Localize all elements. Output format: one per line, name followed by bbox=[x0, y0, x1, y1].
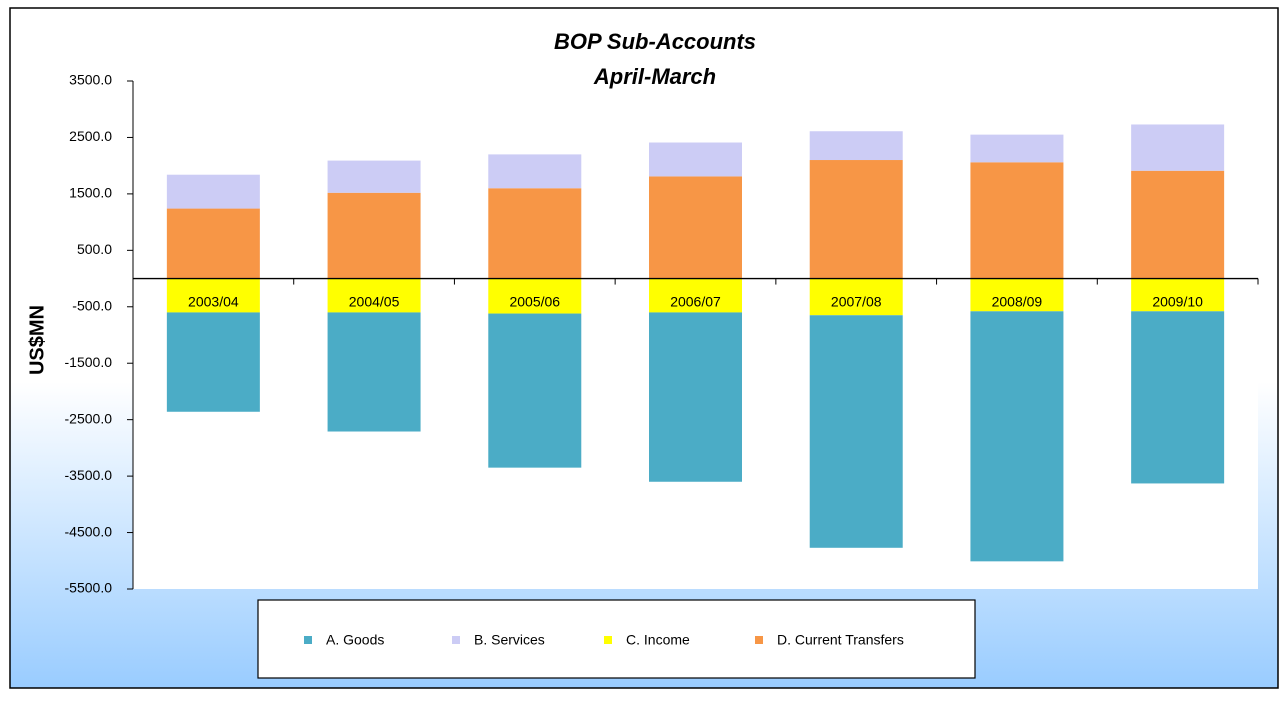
bar-segment bbox=[166, 278, 260, 313]
bar-segment bbox=[488, 154, 582, 189]
bar-segment bbox=[1131, 124, 1225, 171]
legend-label: A. Goods bbox=[326, 632, 384, 648]
x-tick-label: 2008/09 bbox=[992, 293, 1043, 309]
bar-segment bbox=[327, 312, 421, 432]
legend-swatch bbox=[755, 636, 763, 644]
bar-segment bbox=[1131, 311, 1225, 484]
bar-segment bbox=[488, 188, 582, 279]
legend-swatch bbox=[604, 636, 612, 644]
bar-segment bbox=[970, 311, 1064, 562]
x-tick-label: 2007/08 bbox=[831, 293, 882, 309]
y-tick-label: -3500.0 bbox=[65, 467, 113, 483]
x-tick-label: 2009/10 bbox=[1152, 293, 1203, 309]
bar-segment bbox=[649, 312, 742, 482]
bar-segment bbox=[1131, 278, 1225, 312]
legend-swatch bbox=[452, 636, 460, 644]
legend-label: B. Services bbox=[474, 632, 545, 648]
x-tick-label: 2003/04 bbox=[188, 293, 239, 309]
chart-subtitle: April-March bbox=[593, 64, 716, 89]
y-tick-label: -5500.0 bbox=[65, 580, 113, 596]
bar-segment bbox=[970, 162, 1064, 279]
x-tick-label: 2004/05 bbox=[349, 293, 400, 309]
legend bbox=[257, 599, 976, 679]
bar-segment bbox=[327, 160, 421, 193]
bar-segment bbox=[970, 278, 1064, 312]
x-tick-label: 2006/07 bbox=[670, 293, 721, 309]
bar-segment bbox=[649, 142, 742, 177]
legend-label: D. Current Transfers bbox=[777, 632, 904, 648]
y-tick-label: -1500.0 bbox=[65, 354, 113, 370]
bar-segment bbox=[1131, 170, 1225, 279]
bar-segment bbox=[649, 278, 742, 313]
bar-segment bbox=[809, 160, 903, 279]
y-tick-label: 1500.0 bbox=[69, 185, 112, 201]
y-tick-label: -2500.0 bbox=[65, 410, 113, 426]
y-tick-label: 3500.0 bbox=[69, 72, 112, 88]
bar-segment bbox=[809, 315, 903, 548]
bar-segment bbox=[649, 176, 742, 279]
x-tick-label: 2005/06 bbox=[509, 293, 560, 309]
bar-segment bbox=[970, 134, 1064, 163]
bar-segment bbox=[327, 192, 421, 279]
chart-title: BOP Sub-Accounts bbox=[554, 29, 756, 54]
legend-swatch bbox=[304, 636, 312, 644]
bar-segment bbox=[488, 313, 582, 468]
y-tick-label: 2500.0 bbox=[69, 128, 112, 144]
bar-segment bbox=[166, 312, 260, 412]
bar-segment bbox=[809, 278, 903, 316]
bar-segment bbox=[327, 278, 421, 313]
bar-segment bbox=[488, 278, 582, 314]
y-axis-label: US$MN bbox=[26, 305, 48, 375]
y-tick-label: -4500.0 bbox=[65, 523, 113, 539]
bar-segment bbox=[809, 131, 903, 161]
bar-segment bbox=[166, 174, 260, 209]
legend-label: C. Income bbox=[626, 632, 690, 648]
bar-segment bbox=[166, 208, 260, 279]
y-tick-label: 500.0 bbox=[77, 241, 112, 257]
y-tick-label: -500.0 bbox=[72, 297, 112, 313]
